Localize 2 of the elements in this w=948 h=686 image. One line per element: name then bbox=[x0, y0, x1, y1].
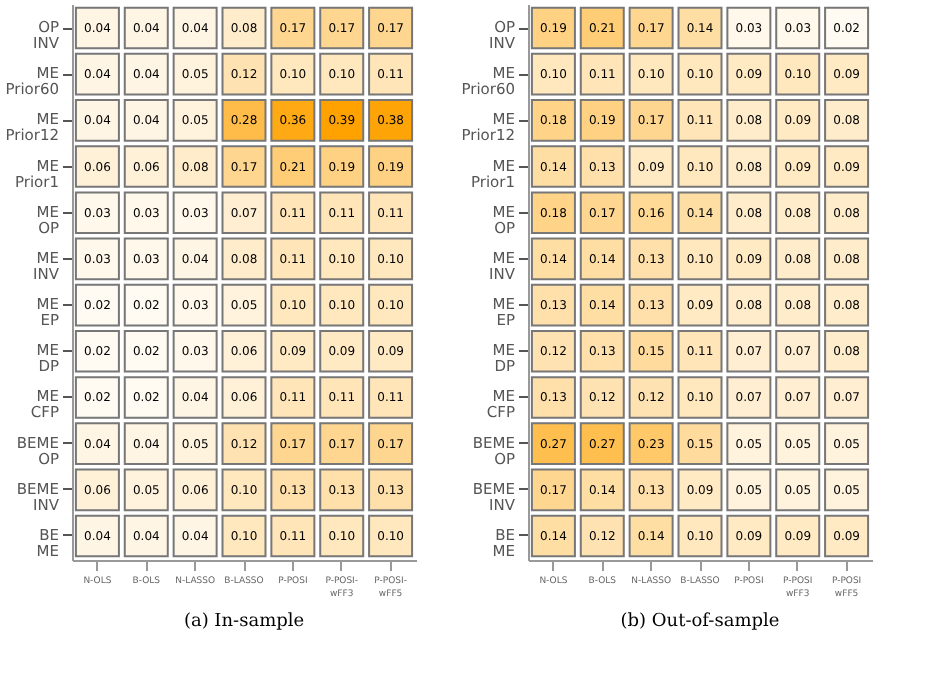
text: (a) In-sample bbox=[183, 612, 305, 632]
text: (b) Out-of-sample bbox=[620, 612, 780, 632]
